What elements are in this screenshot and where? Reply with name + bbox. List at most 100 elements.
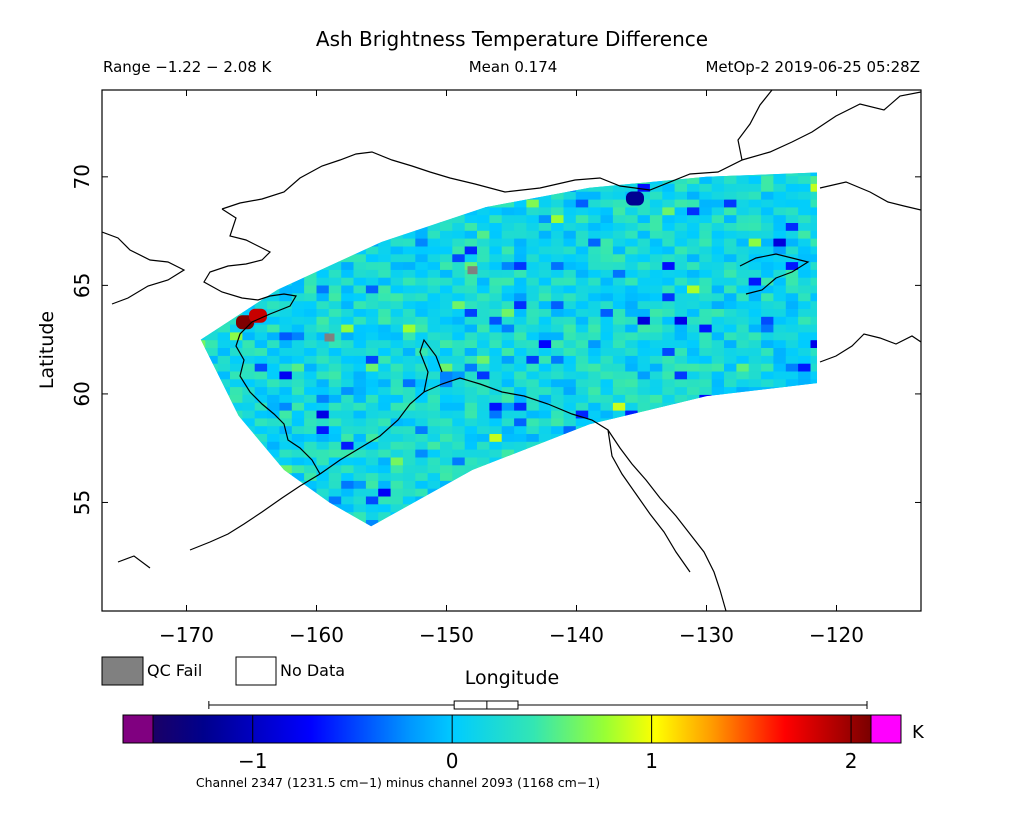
swath-pixel [378,316,392,325]
swath-pixel [514,441,527,450]
swath-pixel [402,269,416,278]
swath-pixel [625,355,639,364]
swath-pixel [810,245,818,255]
swath-pixel [415,425,429,434]
swath-pixel [353,402,367,411]
swath-pixel [378,503,392,513]
swath-pixel [761,316,775,325]
swath-pixel [588,214,602,223]
swath-pixel [217,347,231,356]
swath-pixel [514,410,527,419]
swath-pixel [452,386,466,395]
swath-pixel [415,238,429,247]
swath-pixel [304,316,317,325]
swath-pixel [291,417,305,427]
swath-pixel [390,339,404,348]
swath-pixel [242,394,256,403]
swath-pixel [612,199,626,208]
swath-pixel [415,410,429,419]
swath-pixel [761,175,775,184]
swath-pixel [464,456,478,466]
swath-pixel [489,300,503,309]
swath-pixel [526,206,540,216]
swath-pixel [378,355,392,364]
swath-pixel [427,433,441,442]
swath-pixel [291,402,305,411]
swath-pixel [773,292,787,302]
swath-pixel [798,331,812,341]
swath-pixel [649,363,663,372]
swath-pixel [452,433,466,442]
swath-pixel [687,230,700,239]
swath-pixel [452,324,466,333]
swath-pixel [724,386,737,395]
swath-pixel [687,324,700,333]
swath-pixel [304,324,317,333]
swath-pixel [798,238,812,247]
swath-pixel [328,308,342,317]
swath-pixel [785,199,799,208]
swath-pixel [588,316,602,325]
swath-pixel [662,238,676,247]
swath-pixel [588,199,602,208]
swath-pixel [254,331,268,341]
swath-pixel [427,363,441,372]
swath-pixel [304,378,317,388]
swath-pixel [365,370,379,380]
swath-pixel [390,245,404,255]
swath-pixel [785,316,799,325]
swath-pixel [674,355,688,364]
swath-pixel [427,277,441,286]
swath-pixel [798,324,812,333]
swath-pixel [724,347,737,356]
swath-pixel [291,355,305,364]
swath-pixel [761,292,775,302]
swath-pixel [514,331,527,341]
swath-pixel [452,441,466,450]
swath-pixel [291,441,305,450]
swath-pixel [353,347,367,356]
swath-pixel [699,300,713,309]
colorbar: K −1 0 1 2 [122,700,925,773]
swath-pixel [427,261,441,270]
swath-pixel [230,355,243,364]
swath-pixel [477,425,490,434]
swath-pixel [563,331,577,341]
swath-pixel [736,214,750,223]
swath-pixel [600,370,614,380]
swath-pixel [279,417,293,427]
swath-pixel [477,441,490,450]
swath-pixel [378,292,392,302]
swath-pixel [353,433,367,442]
swath-pixel [662,206,676,216]
swath-pixel [353,331,367,341]
swath-pixel [279,386,293,395]
swath-pixel [279,363,293,372]
swath-pixel [773,347,787,356]
swath-pixel [477,355,490,364]
swath-pixel [625,363,639,372]
swath-pixel [390,503,404,513]
swath-pixel [328,425,342,434]
swath-pixel [464,410,478,419]
swath-pixel [501,394,515,403]
swath-pixel [427,410,441,419]
swath-pixel [538,355,552,364]
swath-pixel [588,370,602,380]
swath-pixel [440,238,453,247]
swath-pixel [736,308,750,317]
swath-pixel [674,191,688,200]
swath-pixel [390,363,404,372]
swath-pixel [415,433,429,442]
swath-pixel [810,214,818,223]
swath-pixel [736,269,750,278]
swath-pixel [452,417,466,427]
swath-pixel [378,261,392,270]
swath-pixel [328,261,342,270]
swath-pixel [699,245,713,255]
swath-pixel [316,464,330,474]
swath-pixel [600,245,614,255]
swath-pixel [353,370,367,380]
swath-pixel [687,277,700,286]
swath-pixel [736,378,750,388]
